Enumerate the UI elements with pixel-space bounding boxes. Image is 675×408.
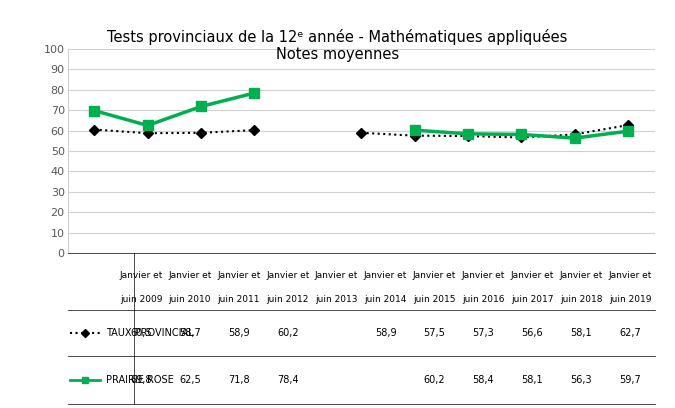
Text: juin 2010: juin 2010 — [169, 295, 211, 304]
Text: 60,2: 60,2 — [424, 375, 446, 385]
Text: juin 2009: juin 2009 — [119, 295, 162, 304]
Text: juin 2015: juin 2015 — [413, 295, 456, 304]
Text: juin 2017: juin 2017 — [511, 295, 554, 304]
Text: Janvier et: Janvier et — [413, 271, 456, 280]
Text: juin 2011: juin 2011 — [217, 295, 260, 304]
Text: juin 2018: juin 2018 — [560, 295, 603, 304]
Text: 62,7: 62,7 — [620, 328, 641, 338]
Text: 57,3: 57,3 — [472, 328, 494, 338]
Text: Janvier et: Janvier et — [560, 271, 603, 280]
Text: 58,4: 58,4 — [472, 375, 494, 385]
Text: juin 2016: juin 2016 — [462, 295, 505, 304]
Text: 78,4: 78,4 — [277, 375, 298, 385]
Text: TAUX PROVINCIAL: TAUX PROVINCIAL — [106, 328, 193, 338]
Text: Janvier et: Janvier et — [266, 271, 309, 280]
Text: Janvier et: Janvier et — [315, 271, 358, 280]
Text: Janvier et: Janvier et — [609, 271, 652, 280]
Text: 60,2: 60,2 — [277, 328, 298, 338]
Text: 69,8: 69,8 — [130, 375, 152, 385]
Text: 56,6: 56,6 — [522, 328, 543, 338]
Text: juin 2012: juin 2012 — [267, 295, 309, 304]
Text: 71,8: 71,8 — [228, 375, 250, 385]
Text: Janvier et: Janvier et — [364, 271, 407, 280]
Text: Janvier et: Janvier et — [217, 271, 261, 280]
Text: 58,1: 58,1 — [522, 375, 543, 385]
Text: 58,1: 58,1 — [570, 328, 592, 338]
Text: Janvier et: Janvier et — [119, 271, 163, 280]
Text: 58,7: 58,7 — [179, 328, 200, 338]
Text: juin 2013: juin 2013 — [315, 295, 358, 304]
Text: 59,7: 59,7 — [620, 375, 641, 385]
Text: Janvier et: Janvier et — [511, 271, 554, 280]
Text: juin 2019: juin 2019 — [609, 295, 651, 304]
Text: 62,5: 62,5 — [179, 375, 200, 385]
Text: 57,5: 57,5 — [424, 328, 446, 338]
Text: Janvier et: Janvier et — [168, 271, 211, 280]
Text: Tests provinciaux de la 12ᵉ année - Mathématiques appliquées
Notes moyennes: Tests provinciaux de la 12ᵉ année - Math… — [107, 29, 568, 62]
Text: Janvier et: Janvier et — [462, 271, 505, 280]
Text: juin 2014: juin 2014 — [364, 295, 407, 304]
Text: PRAIRIE ROSE: PRAIRIE ROSE — [106, 375, 173, 385]
Text: 60,5: 60,5 — [130, 328, 152, 338]
Text: 58,9: 58,9 — [375, 328, 396, 338]
Text: 58,9: 58,9 — [228, 328, 250, 338]
Text: 56,3: 56,3 — [570, 375, 592, 385]
